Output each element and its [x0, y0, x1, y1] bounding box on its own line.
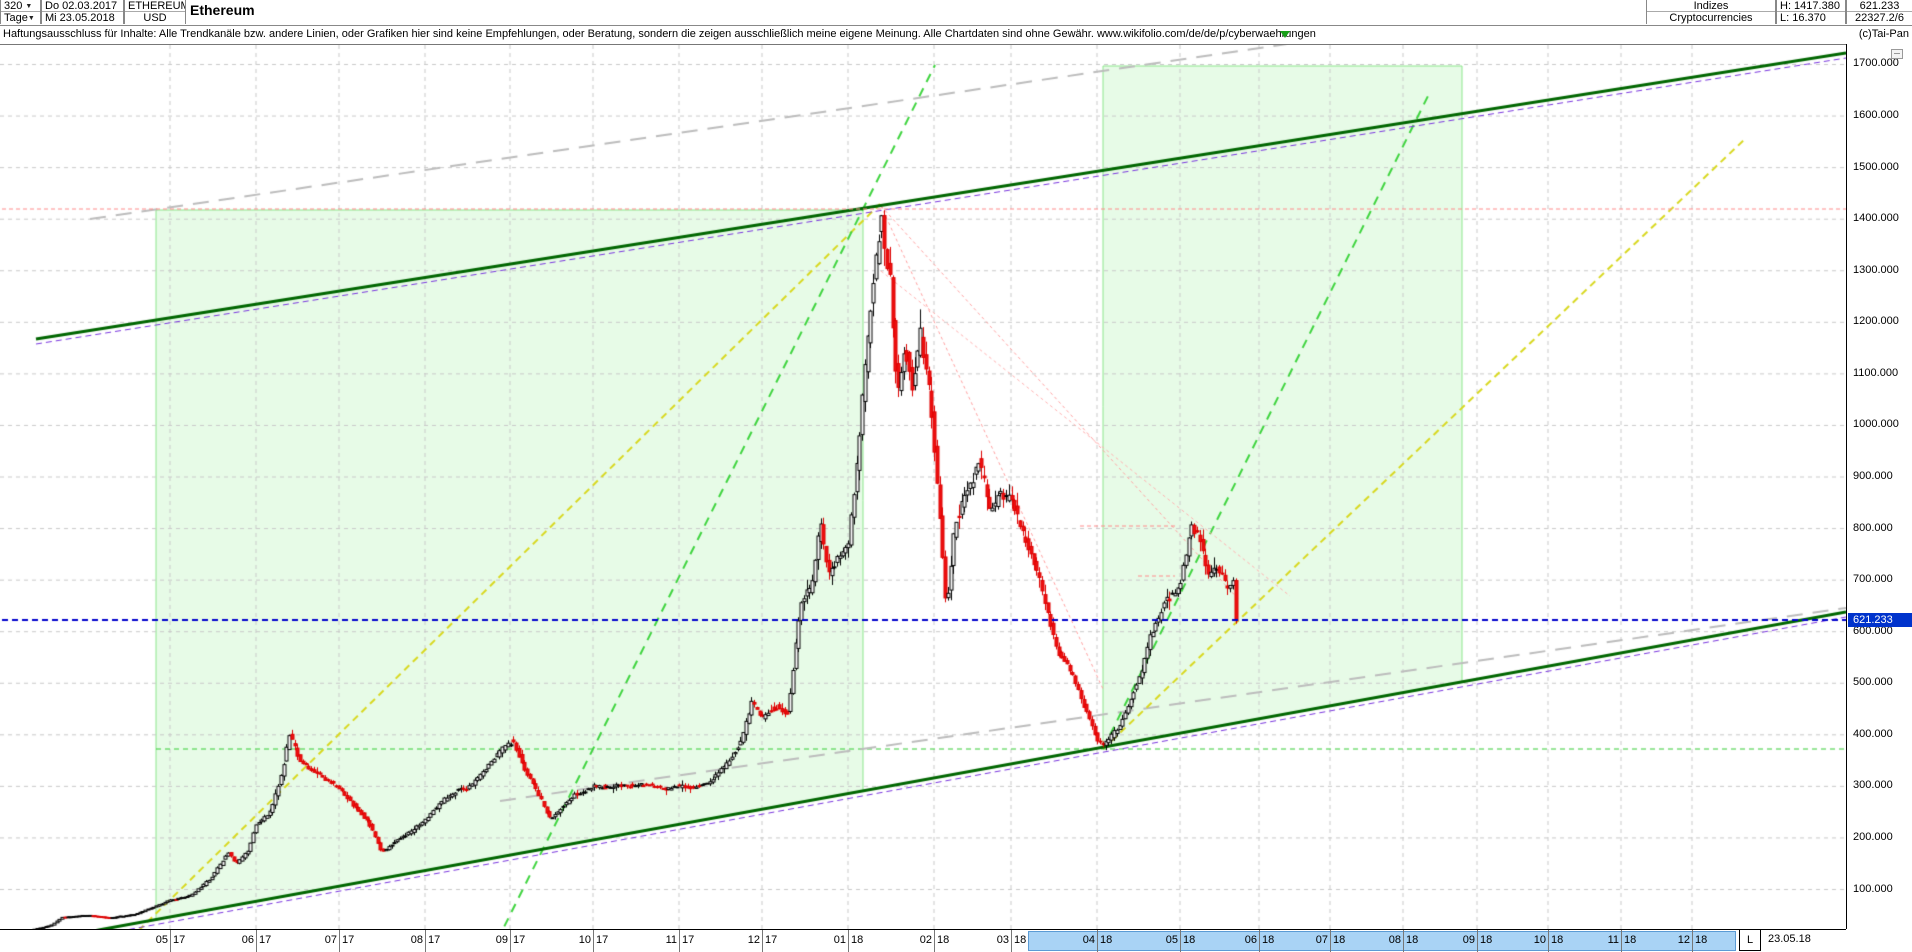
price-axis-label: 400.000: [1853, 727, 1893, 740]
group-cryptocurrencies: Cryptocurrencies: [1669, 12, 1753, 24]
time-axis-tick: 07 18: [1296, 930, 1364, 952]
last-marker-button[interactable]: L: [1739, 929, 1761, 951]
last-price-cell: 621.233 22327.2/6: [1846, 0, 1912, 24]
price-axis[interactable]: 1700.000 1600.000 1500.000 1400.000 1300.000…: [1846, 44, 1912, 929]
time-axis-tick: 10 17: [559, 930, 627, 952]
time-axis-tick: 08 18: [1369, 930, 1437, 952]
time-axis-tick: 06 17: [222, 930, 290, 952]
last-date-label: 23.05.18: [1768, 933, 1811, 945]
time-axis-tick: 08 17: [391, 930, 459, 952]
time-axis-tick: 01 18: [814, 930, 882, 952]
price-axis-label: 1000.000: [1853, 418, 1899, 431]
price-axis-label: 1100.000: [1853, 366, 1899, 379]
time-axis-highlight[interactable]: [1028, 931, 1736, 951]
price-axis-label: 1500.000: [1853, 160, 1899, 173]
volume-value: 22327.2/6: [1855, 12, 1904, 24]
time-axis-tick: 12 18: [1658, 930, 1726, 952]
page-title: Ethereum: [190, 2, 255, 18]
time-axis[interactable]: 05 17 06 17 07 17 08 17 09 17 10 17 11 17 12 17 01 18 02 18…: [0, 929, 1846, 952]
price-axis-label: 600.000: [1853, 624, 1893, 637]
interval-unit-value[interactable]: Tage: [4, 12, 28, 24]
time-axis-tick: 12 17: [728, 930, 796, 952]
time-axis-tick: 10 18: [1514, 930, 1582, 952]
header-bar: 320 ▼ Tage▼ Do 02.03.2017 Mi 23.05.2018 …: [0, 0, 1912, 26]
chevron-down-icon: ▼: [27, 15, 35, 22]
price-axis-label: 700.000: [1853, 573, 1893, 586]
high-value: H: 1417.380: [1777, 0, 1845, 12]
group-cell: Indizes Cryptocurrencies: [1646, 0, 1776, 24]
time-axis-tick: 04 18: [1063, 930, 1131, 952]
price-axis-label: 1600.000: [1853, 109, 1899, 122]
collapse-icon[interactable]: [1891, 49, 1903, 59]
symbol-cell: ETHEREUM USD: [124, 0, 186, 24]
marker-triangle-icon: [1280, 31, 1290, 38]
chevron-down-icon: ▼: [25, 3, 33, 10]
price-axis-label: 200.000: [1853, 830, 1893, 843]
date-to[interactable]: Mi 23.05.2018: [45, 12, 115, 24]
price-axis-label: 1300.000: [1853, 263, 1899, 276]
date-range-field[interactable]: Do 02.03.2017 Mi 23.05.2018: [41, 0, 124, 24]
price-axis-label: 500.000: [1853, 676, 1893, 689]
price-axis-label: 1400.000: [1853, 212, 1899, 225]
price-axis-label: 300.000: [1853, 779, 1893, 792]
disclaimer-row: Haftungsausschluss für Inhalte: Alle Tre…: [0, 26, 1912, 44]
last-price-value: 621.233: [1847, 0, 1912, 12]
price-axis-label: 1200.000: [1853, 315, 1899, 328]
time-axis-tick: 07 17: [305, 930, 373, 952]
chart-plot-area[interactable]: [0, 44, 1846, 930]
interval-dropdown[interactable]: 320 ▼ Tage▼: [0, 0, 41, 24]
candlestick-chart-canvas[interactable]: [0, 45, 1846, 930]
high-low-cell: H: 1417.380 L: 16.370: [1776, 0, 1846, 24]
symbol-currency: USD: [143, 12, 167, 24]
price-axis-label: 1700.000: [1853, 57, 1899, 70]
time-axis-tick: 05 18: [1146, 930, 1214, 952]
price-axis-label: 900.000: [1853, 469, 1893, 482]
symbol-name: ETHEREUM: [125, 0, 185, 12]
disclaimer-text: Haftungsausschluss für Inhalte: Alle Tre…: [3, 28, 1316, 40]
copyright-label: (c)Tai-Pan: [1858, 28, 1909, 40]
date-from[interactable]: Do 02.03.2017: [42, 0, 123, 12]
time-axis-tick: 09 17: [476, 930, 544, 952]
low-value: L: 16.370: [1780, 12, 1826, 24]
current-price-badge: 621.233: [1848, 612, 1912, 627]
time-axis-tick: 02 18: [900, 930, 968, 952]
time-axis-tick: 03 18: [977, 930, 1045, 952]
time-axis-tick: 11 17: [645, 930, 713, 952]
price-axis-label: 100.000: [1853, 882, 1893, 895]
time-axis-tick: 06 18: [1225, 930, 1293, 952]
time-axis-tick: 09 18: [1443, 930, 1511, 952]
time-axis-tick: 05 17: [136, 930, 204, 952]
group-indizes: Indizes: [1647, 0, 1775, 12]
price-axis-label: 800.000: [1853, 521, 1893, 534]
interval-value[interactable]: 320: [4, 0, 23, 12]
time-axis-tick: 11 18: [1587, 930, 1655, 952]
